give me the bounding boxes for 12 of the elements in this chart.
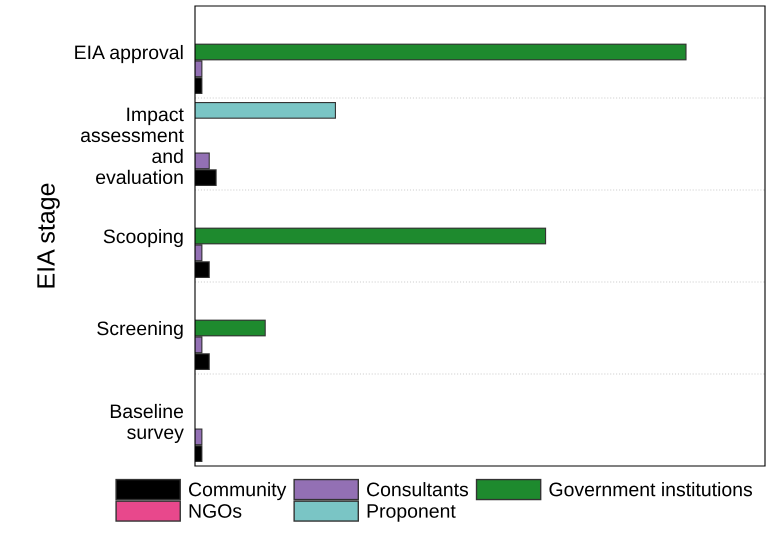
legend-label: NGOs [190, 504, 242, 518]
y-axis-title: EIA stage [37, 184, 60, 288]
legend-label: Consultants [367, 482, 468, 496]
y-tick-label: Scooping [104, 228, 183, 248]
legend-label: Proponent [368, 504, 456, 522]
y-tick-label: Screening [97, 320, 183, 340]
y-tick-label: Impact assessment and evaluation [80, 108, 184, 184]
legend-label: Community [189, 482, 286, 500]
bar [195, 102, 336, 119]
y-tick-label: EIA approval [75, 44, 183, 64]
y-tick-label: Baseline survey [110, 404, 184, 443]
legend-label: Government institutions [549, 482, 752, 496]
